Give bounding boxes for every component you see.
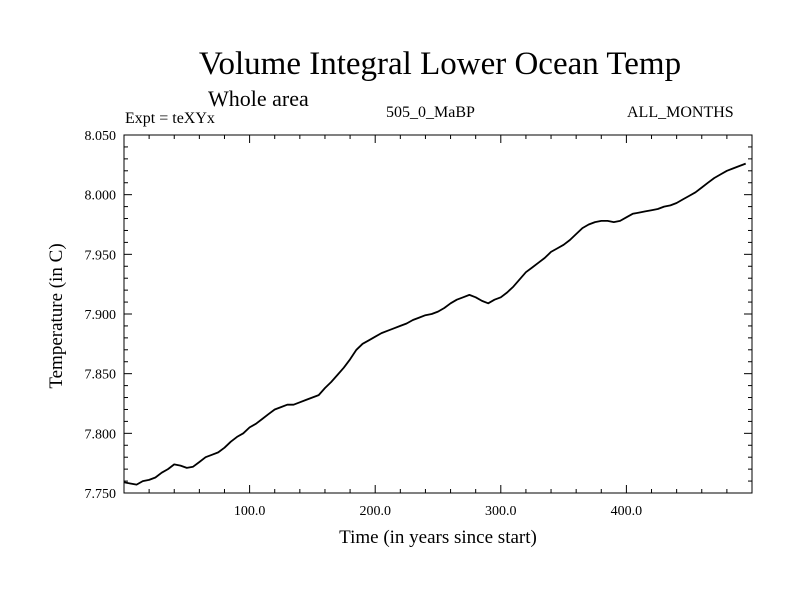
y-tick-label: 8.050 (85, 129, 117, 144)
x-tick-label: 400.0 (611, 504, 643, 519)
y-tick-label: 7.950 (85, 248, 117, 263)
y-tick-label: 7.750 (85, 487, 117, 502)
y-tick-label: 8.000 (85, 189, 117, 204)
y-tick-label: 7.900 (85, 308, 117, 323)
y-axis-label: Temperature (in C) (46, 243, 67, 388)
y-tick-label: 7.800 (85, 427, 117, 442)
months-label: ALL_MONTHS (627, 104, 734, 121)
experiment-label: Expt = teXYx (125, 110, 215, 127)
x-tick-label: 100.0 (234, 504, 266, 519)
x-axis-label: Time (in years since start) (339, 527, 537, 548)
chart-subtitle: Whole area (208, 86, 309, 111)
series-line (123, 162, 747, 486)
x-tick-label: 200.0 (359, 504, 391, 519)
y-tick-label: 7.850 (85, 368, 117, 383)
period-label: 505_0_MaBP (386, 104, 475, 121)
x-tick-label: 300.0 (485, 504, 517, 519)
plot-frame (123, 134, 753, 494)
chart-title: Volume Integral Lower Ocean Temp (198, 46, 682, 82)
